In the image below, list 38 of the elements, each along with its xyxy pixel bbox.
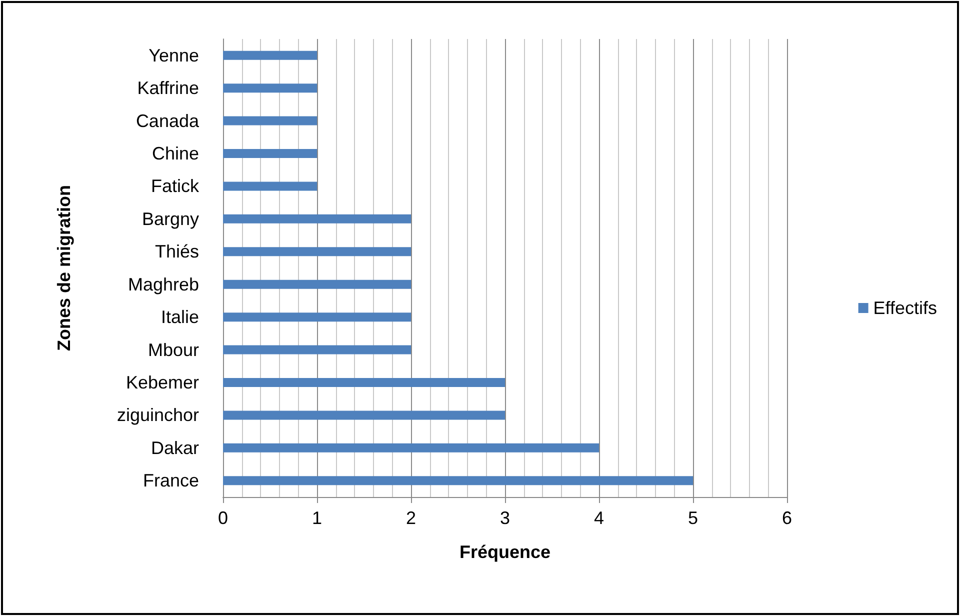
bar (223, 247, 411, 256)
bar (223, 280, 411, 289)
bar (223, 476, 693, 486)
x-tick-label: 5 (688, 508, 698, 528)
y-tick-label: Yenne (148, 45, 199, 66)
y-tick-label: ziguinchor (116, 405, 200, 426)
bar (223, 410, 505, 420)
x-axis-title: Fréquence (459, 542, 551, 562)
bar (223, 182, 317, 191)
bar (223, 345, 411, 354)
y-axis-title: Zones de migration (54, 184, 74, 352)
bar (223, 84, 317, 93)
bar (223, 214, 411, 224)
x-tick-label: 2 (406, 508, 416, 528)
bar (223, 443, 599, 452)
bar (223, 149, 317, 158)
y-tick-label: France (142, 470, 199, 491)
y-tick-label: Chine (152, 144, 199, 164)
y-tick-label: Kaffrine (137, 78, 199, 98)
y-tick-label: Thiés (154, 242, 199, 262)
y-tick-label: Kebemer (126, 372, 199, 392)
x-tick-label: 4 (594, 508, 604, 528)
legend-label: Effectifs (873, 298, 938, 318)
y-tick-label: Maghreb (128, 274, 199, 294)
bar (223, 50, 317, 60)
y-tick-label: Bargny (142, 208, 199, 229)
y-tick-label: Fatick (150, 176, 200, 196)
bar (223, 312, 411, 322)
bar (223, 378, 505, 387)
x-tick-label: 3 (500, 508, 510, 528)
y-tick-label: Canada (136, 110, 200, 131)
y-tick-label: Mbour (148, 340, 199, 360)
y-tick-label: Italie (160, 307, 199, 328)
y-tick-label: Dakar (150, 438, 200, 458)
x-tick-label: 0 (218, 508, 228, 528)
bar (223, 116, 317, 126)
x-tick-label: 6 (782, 508, 792, 528)
x-tick-label: 1 (312, 508, 322, 528)
